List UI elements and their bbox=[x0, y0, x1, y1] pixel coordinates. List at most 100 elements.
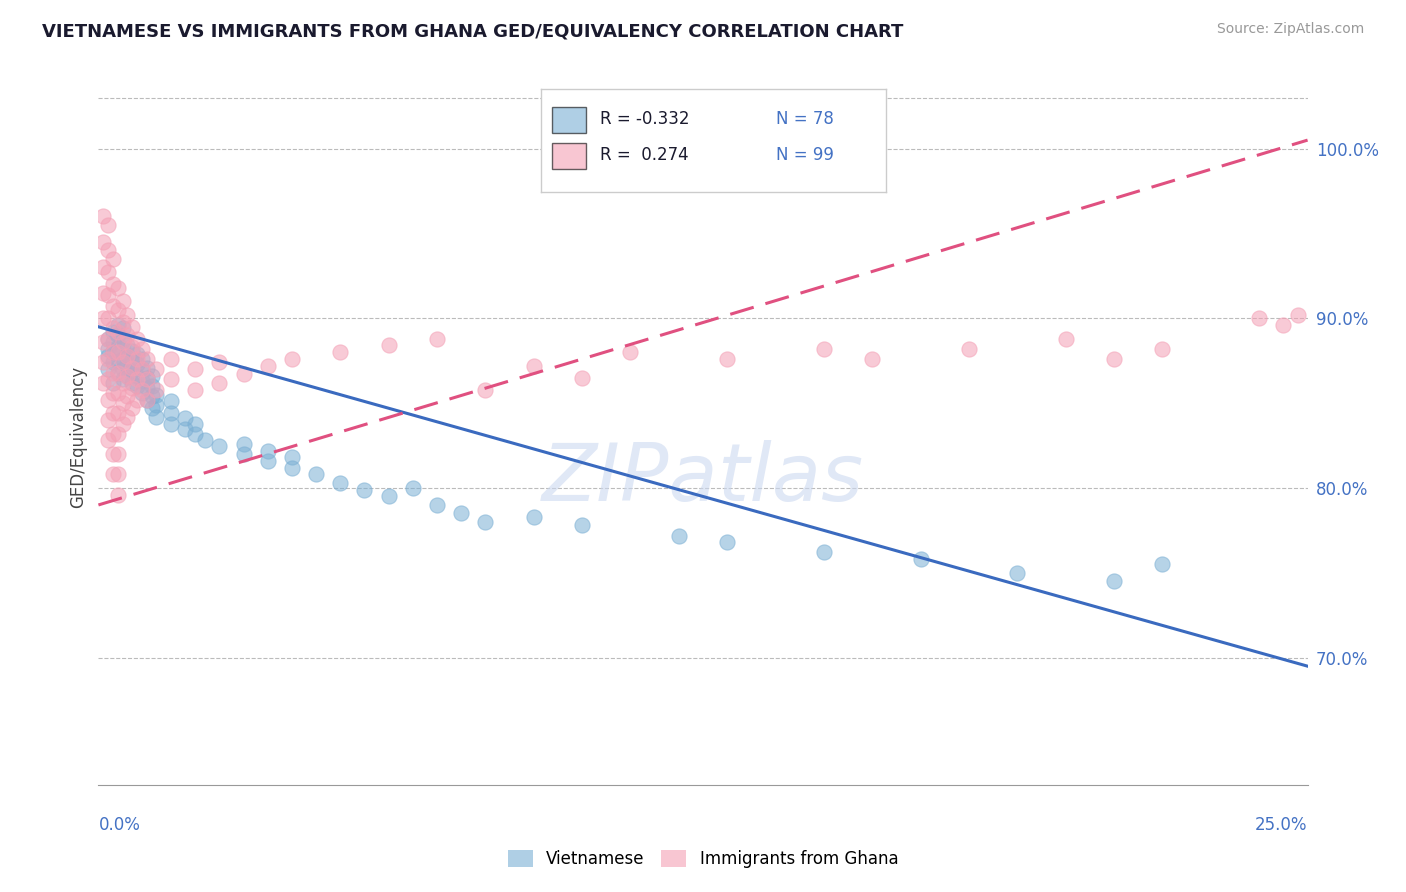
Point bbox=[208, 355, 231, 369]
Point bbox=[127, 379, 149, 393]
Text: 0.0%: 0.0% bbox=[98, 816, 141, 834]
Point bbox=[281, 460, 304, 475]
Point bbox=[571, 370, 593, 384]
Point bbox=[145, 383, 167, 397]
Point bbox=[91, 311, 114, 326]
Text: N = 78: N = 78 bbox=[776, 111, 834, 128]
Point bbox=[141, 369, 163, 384]
Point bbox=[111, 376, 134, 390]
Point bbox=[256, 443, 278, 458]
Point bbox=[160, 372, 183, 386]
Point bbox=[1054, 332, 1077, 346]
Point bbox=[174, 421, 197, 435]
Point bbox=[1152, 342, 1174, 356]
Point bbox=[232, 437, 254, 451]
Point bbox=[97, 218, 120, 232]
Point bbox=[523, 509, 546, 524]
Point bbox=[101, 345, 124, 359]
Point bbox=[208, 439, 231, 453]
Point bbox=[121, 376, 143, 390]
Point bbox=[377, 338, 399, 352]
Point bbox=[91, 285, 114, 300]
Point bbox=[910, 552, 932, 566]
Point bbox=[101, 406, 124, 420]
Point bbox=[305, 467, 328, 482]
Point bbox=[97, 332, 120, 346]
Point bbox=[1007, 566, 1029, 580]
Point bbox=[127, 347, 149, 361]
Point bbox=[107, 353, 129, 368]
Point bbox=[107, 447, 129, 461]
Point bbox=[121, 360, 143, 375]
Point bbox=[523, 359, 546, 373]
Point bbox=[232, 447, 254, 461]
Point bbox=[716, 535, 738, 549]
Point bbox=[184, 383, 207, 397]
Point bbox=[107, 467, 129, 482]
Point bbox=[107, 386, 129, 401]
Point bbox=[111, 396, 134, 410]
Point bbox=[101, 321, 124, 335]
Point bbox=[111, 321, 134, 335]
Point bbox=[111, 417, 134, 431]
Point bbox=[1286, 308, 1309, 322]
Point bbox=[111, 332, 134, 346]
Point bbox=[160, 394, 183, 409]
FancyBboxPatch shape bbox=[551, 143, 586, 169]
Point bbox=[111, 342, 134, 356]
Point bbox=[111, 351, 134, 366]
Point bbox=[101, 355, 124, 369]
Text: R =  0.274: R = 0.274 bbox=[600, 146, 689, 164]
Point bbox=[160, 406, 183, 420]
Point bbox=[127, 357, 149, 371]
Point bbox=[111, 362, 134, 376]
Point bbox=[377, 490, 399, 504]
Point bbox=[160, 417, 183, 431]
Point bbox=[135, 351, 157, 366]
Point bbox=[111, 372, 134, 386]
Point bbox=[957, 342, 980, 356]
Point bbox=[474, 515, 496, 529]
Point bbox=[101, 376, 124, 390]
Point bbox=[101, 252, 124, 266]
Point bbox=[91, 376, 114, 390]
Point bbox=[131, 342, 153, 356]
Point bbox=[232, 368, 254, 382]
Point bbox=[107, 302, 129, 317]
Point bbox=[97, 244, 120, 258]
Point bbox=[135, 392, 157, 407]
Point bbox=[145, 387, 167, 401]
Point bbox=[91, 260, 114, 275]
Point bbox=[107, 426, 129, 441]
Point bbox=[97, 287, 120, 301]
Text: ZIPatlas: ZIPatlas bbox=[541, 440, 865, 518]
Point bbox=[131, 362, 153, 376]
Point bbox=[117, 338, 139, 352]
Point bbox=[160, 351, 183, 366]
Point bbox=[111, 315, 134, 329]
Point bbox=[1102, 351, 1125, 366]
Point bbox=[135, 370, 157, 384]
Point bbox=[127, 369, 149, 384]
Text: VIETNAMESE VS IMMIGRANTS FROM GHANA GED/EQUIVALENCY CORRELATION CHART: VIETNAMESE VS IMMIGRANTS FROM GHANA GED/… bbox=[42, 22, 904, 40]
Point bbox=[194, 434, 217, 448]
Point bbox=[121, 319, 143, 334]
Point bbox=[91, 334, 114, 349]
Point bbox=[135, 381, 157, 395]
Point bbox=[97, 372, 120, 386]
Point bbox=[813, 342, 835, 356]
Point bbox=[107, 325, 129, 339]
Point bbox=[117, 369, 139, 384]
Point bbox=[281, 450, 304, 465]
Point bbox=[329, 475, 352, 490]
Point bbox=[107, 488, 129, 502]
Point bbox=[97, 349, 120, 363]
Point bbox=[353, 483, 375, 497]
Point bbox=[117, 359, 139, 373]
Point bbox=[208, 376, 231, 390]
Point bbox=[141, 379, 163, 393]
Point bbox=[184, 362, 207, 376]
Point bbox=[97, 351, 120, 366]
Point bbox=[107, 345, 129, 359]
Point bbox=[1272, 318, 1295, 332]
